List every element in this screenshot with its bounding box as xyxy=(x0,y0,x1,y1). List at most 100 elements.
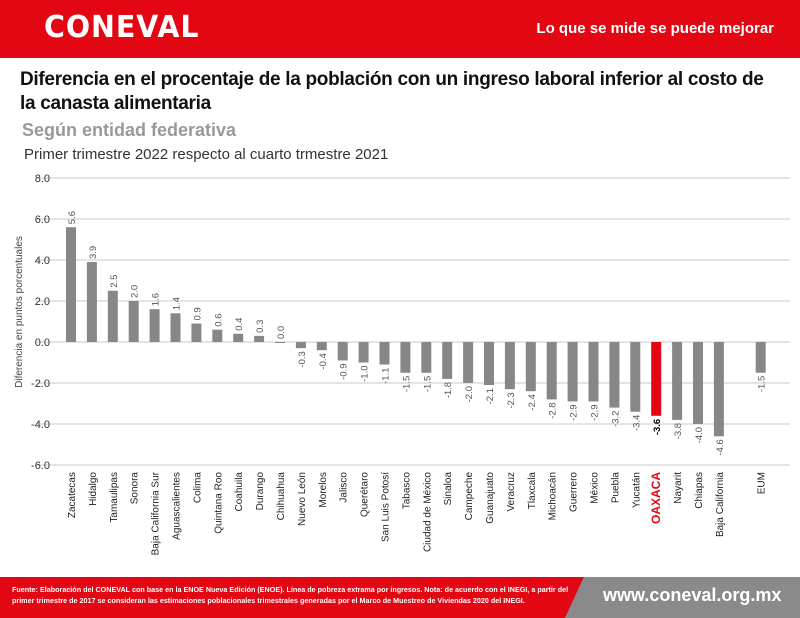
x-tick-label: Baja California Sur xyxy=(151,471,162,555)
x-tick-label: Chihuahua xyxy=(276,472,287,521)
data-label: -4.6 xyxy=(715,439,726,455)
data-label: -2.8 xyxy=(548,402,559,418)
bar-oaxaca xyxy=(651,342,662,416)
data-label: -0.4 xyxy=(318,353,329,369)
bar-baja-california-sur xyxy=(149,309,160,342)
x-tick-label: Michoacán xyxy=(548,472,559,520)
x-tick-label: Veracruz xyxy=(506,472,517,511)
y-tick-label: 8.0 xyxy=(35,173,50,185)
slogan: Lo que se mide se puede mejorar xyxy=(536,20,774,37)
data-label: -1.5 xyxy=(401,376,412,392)
data-label: 0.9 xyxy=(192,307,203,320)
y-tick-label: 2.0 xyxy=(35,296,50,308)
data-label: 3.9 xyxy=(88,246,99,259)
x-tick-label: Jalisco xyxy=(339,472,350,503)
y-axis-label: Diferencia en puntos porcentuales xyxy=(14,236,25,388)
data-label: -2.4 xyxy=(527,394,538,410)
data-label: -2.9 xyxy=(590,404,601,420)
chart-period: Primer trimestre 2022 respecto al cuarto… xyxy=(24,146,389,163)
data-label: 0.6 xyxy=(213,313,224,326)
x-tick-label: Nuevo León xyxy=(297,472,308,526)
data-label: -3.6 xyxy=(652,419,663,435)
data-label: -3.2 xyxy=(610,411,621,427)
x-tick-label: Guerrero xyxy=(569,472,580,512)
x-tick-label: Zacatecas xyxy=(67,472,78,518)
x-tick-label: Chiapas xyxy=(694,472,705,509)
data-label: 5.6 xyxy=(67,211,78,224)
bar-baja-california xyxy=(713,342,724,437)
bar-méxico xyxy=(588,342,599,402)
bar-coahuila xyxy=(233,333,244,342)
bar-tamaulipas xyxy=(107,290,118,342)
data-label: -4.0 xyxy=(694,427,705,443)
x-tick-label: Querétaro xyxy=(360,472,371,517)
x-tick-label: Ciudad de México xyxy=(422,472,433,552)
y-tick-label: -2.0 xyxy=(31,378,50,390)
y-tick-label: 4.0 xyxy=(35,255,50,267)
data-label: 0.0 xyxy=(276,326,287,339)
data-label: -1.1 xyxy=(381,368,392,384)
x-tick-label: Colima xyxy=(192,472,203,504)
bar-ciudad-de-méxico xyxy=(421,342,432,373)
bar-campeche xyxy=(463,342,474,383)
coneval-logo: CONEVAL xyxy=(44,10,200,45)
data-label: 2.0 xyxy=(130,285,141,298)
x-tick-label: México xyxy=(590,472,601,504)
bar-tlaxcala xyxy=(525,342,536,392)
data-label: -3.4 xyxy=(631,415,642,431)
bar-tabasco xyxy=(400,342,411,373)
x-tick-label: OAXACA xyxy=(649,472,663,524)
data-label: -0.9 xyxy=(339,363,350,379)
bar-quintana-roo xyxy=(212,329,223,342)
y-tick-label: -4.0 xyxy=(31,419,50,431)
bar-san-luis-potosí xyxy=(379,342,390,365)
x-tick-label: Hidalgo xyxy=(88,472,99,506)
data-label: 2.5 xyxy=(109,275,120,288)
bar-sinaloa xyxy=(442,342,453,379)
x-tick-label: Aguascalientes xyxy=(172,472,183,540)
chart-subtitle: Según entidad federativa xyxy=(22,120,237,140)
data-label: -1.5 xyxy=(757,376,768,392)
chart-title: Diferencia en el procentaje de la poblac… xyxy=(20,69,764,114)
bar-puebla xyxy=(609,342,620,408)
data-label: -2.9 xyxy=(569,404,580,420)
footer-source: Fuente: Elaboración del CONEVAL con base… xyxy=(12,585,569,605)
bar-michoacán xyxy=(546,342,557,400)
data-label: 1.4 xyxy=(172,297,183,310)
x-tick-label: Coahuila xyxy=(234,472,245,512)
bar-veracruz xyxy=(504,342,515,390)
data-label: 1.6 xyxy=(151,293,162,306)
y-tick-label: -6.0 xyxy=(31,460,50,472)
bar-chihuahua xyxy=(275,342,285,343)
x-tick-label: Campeche xyxy=(464,472,475,521)
data-label: -2.1 xyxy=(485,388,496,404)
x-tick-label: San Luis Potosí xyxy=(381,472,392,542)
bar-guerrero xyxy=(567,342,578,402)
x-tick-label: Morelos xyxy=(318,472,329,508)
bar-sonora xyxy=(128,301,139,342)
data-label: -1.5 xyxy=(422,376,433,392)
data-label: -2.3 xyxy=(506,392,517,408)
bar-nayarit xyxy=(672,342,683,420)
website-link[interactable]: www.coneval.org.mx xyxy=(603,585,782,605)
y-tick-label: 6.0 xyxy=(35,214,50,226)
data-label: -2.0 xyxy=(464,386,475,402)
bar-chiapas xyxy=(693,342,703,424)
x-tick-label: Sonora xyxy=(130,472,141,505)
bar-zacatecas xyxy=(66,227,76,342)
data-label: -0.3 xyxy=(297,351,308,367)
bar-eum xyxy=(755,342,766,373)
data-label: -1.0 xyxy=(360,366,371,382)
footer-source-band xyxy=(0,577,585,618)
x-tick-label: Tabasco xyxy=(401,472,412,510)
data-label: -3.8 xyxy=(673,423,684,439)
bar-hidalgo xyxy=(86,262,97,342)
bar-colima xyxy=(191,323,202,342)
x-tick-label: Guanajuato xyxy=(485,472,496,524)
x-tick-label: Tamaulipas xyxy=(109,472,120,523)
bar-yucatán xyxy=(630,342,641,412)
bar-nuevo-león xyxy=(295,342,306,349)
x-tick-label: Sinaloa xyxy=(443,472,454,506)
data-label: -1.8 xyxy=(443,382,454,398)
